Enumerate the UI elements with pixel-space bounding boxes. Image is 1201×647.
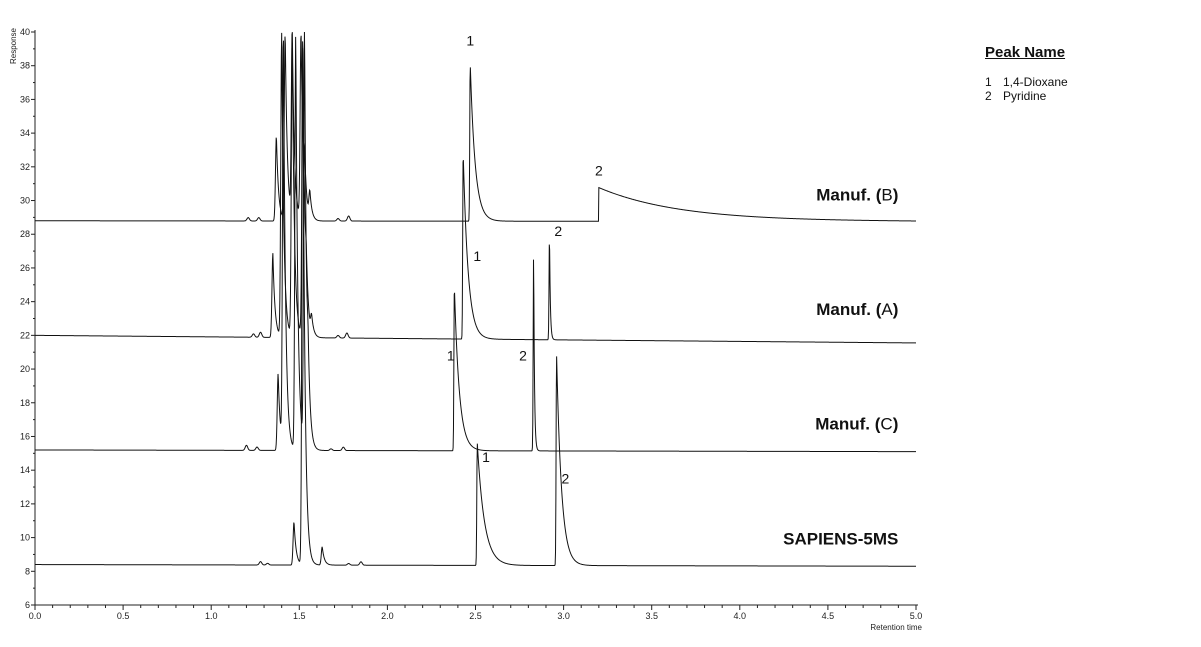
y-tick-label: 20 [20,364,30,374]
y-tick-label: 24 [20,297,30,307]
x-tick-label: 1.5 [293,611,306,621]
peak-number-label: 2 [561,471,569,487]
y-tick-label: 36 [20,94,30,104]
x-tick-label: 0.0 [29,611,42,621]
x-tick-label: 3.0 [557,611,570,621]
x-tick-label: 4.5 [822,611,835,621]
y-tick-label: 32 [20,162,30,172]
y-tick-label: 28 [20,229,30,239]
x-tick-label: 3.5 [645,611,658,621]
legend-entry-name: Pyridine [1003,89,1047,103]
y-tick-label: 18 [20,398,30,408]
legend-entry: 1 1,4-Dioxane [985,75,1068,89]
y-tick-label: 10 [20,533,30,543]
x-tick-label: 2.5 [469,611,482,621]
x-tick-label: 0.5 [117,611,130,621]
legend-title: Peak Name [985,44,1066,61]
y-tick-label: 16 [20,431,30,441]
series-trace [35,31,916,453]
peak-number-label: 1 [482,449,490,465]
peak-number-label: 2 [595,162,603,178]
legend: Peak Name 1 1,4-Dioxane 2 Pyridine [985,44,1068,103]
peak-number-label: 2 [519,348,527,364]
series-trace [34,32,917,344]
peak-number-label: 1 [447,348,455,364]
x-tick-label: 2.0 [381,611,394,621]
series-label: Manuf. (C) [815,415,898,434]
legend-entry-number: 1 [985,75,992,89]
x-tick-label: 5.0 [910,611,923,621]
series-trace [35,48,916,567]
series-label: SAPIENS-5MS [783,529,898,548]
series-trace [35,32,916,222]
legend-entry-number: 2 [985,89,992,103]
y-tick-label: 8 [25,566,30,576]
legend-entry: 2 Pyridine [985,89,1068,103]
legend-entry-name: 1,4-Dioxane [1003,75,1068,89]
peak-number-label: 1 [466,32,474,48]
y-tick-label: 14 [20,465,30,475]
x-tick-label: 1.0 [205,611,218,621]
y-tick-label: 30 [20,196,30,206]
peak-number-label: 1 [473,248,481,264]
series-label: Manuf. (A) [816,300,898,319]
x-tick-label: 4.0 [734,611,747,621]
y-tick-label: 38 [20,61,30,71]
y-axis-title: Response [9,27,18,64]
y-tick-label: 40 [20,27,30,37]
y-tick-label: 12 [20,499,30,509]
series-label: Manuf. (B) [816,186,898,205]
y-tick-label: 6 [25,600,30,610]
y-tick-label: 22 [20,330,30,340]
y-tick-label: 26 [20,263,30,273]
y-tick-label: 34 [20,128,30,138]
peak-number-label: 2 [554,223,562,239]
x-axis-title: Retention time [870,623,922,632]
